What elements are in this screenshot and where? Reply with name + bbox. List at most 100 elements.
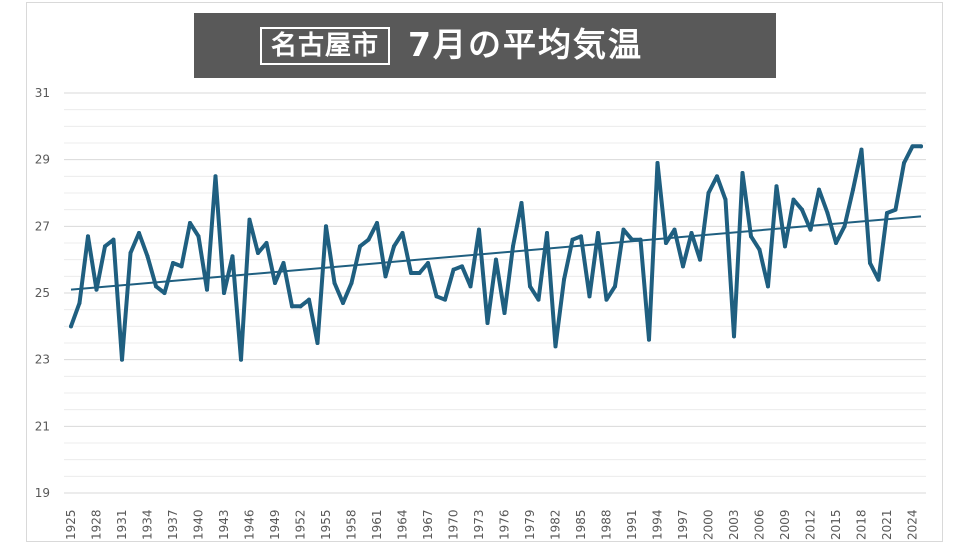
city-label: 名古屋市	[260, 27, 390, 65]
data-points	[69, 144, 923, 362]
x-tick-label: 1931	[115, 509, 129, 540]
data-point	[587, 294, 592, 299]
y-tick-label: 21	[35, 419, 50, 433]
data-point	[621, 227, 626, 232]
data-point	[400, 231, 405, 235]
data-point	[222, 291, 226, 295]
data-point	[655, 161, 660, 165]
data-point	[451, 267, 456, 272]
data-point	[94, 287, 99, 292]
data-point	[570, 237, 575, 242]
data-point	[604, 297, 609, 302]
x-tick-label: 2000	[702, 509, 716, 540]
data-point	[392, 244, 396, 249]
data-point	[460, 264, 464, 269]
data-point	[817, 187, 821, 192]
data-point	[298, 304, 303, 309]
data-point	[434, 294, 439, 299]
data-point	[757, 247, 762, 252]
data-point	[315, 341, 320, 345]
data-point	[919, 144, 923, 149]
data-point	[545, 231, 549, 235]
data-point	[485, 321, 490, 325]
x-tick-label: 2018	[855, 509, 869, 540]
x-tick-label: 1979	[523, 509, 537, 540]
data-point	[128, 251, 133, 255]
data-point	[749, 234, 753, 239]
data-point	[596, 231, 600, 235]
data-point	[332, 281, 337, 285]
data-point	[341, 301, 345, 305]
data-point	[902, 161, 906, 165]
data-point	[324, 224, 328, 229]
x-tick-label: 1925	[64, 509, 78, 540]
data-point	[715, 174, 719, 179]
data-point	[366, 237, 371, 242]
data-point	[179, 264, 184, 269]
data-point	[766, 284, 770, 289]
grid	[64, 92, 926, 494]
x-tick-label: 1994	[651, 509, 665, 540]
x-tick-label: 1991	[625, 509, 639, 540]
x-tick-label: 1997	[676, 509, 690, 540]
x-tick-label: 1934	[141, 509, 155, 540]
data-point	[893, 207, 898, 212]
data-point	[86, 234, 90, 239]
data-point	[664, 241, 668, 245]
chart-title: 7月の平均気温	[408, 25, 643, 64]
data-point	[698, 257, 702, 262]
y-tick-label: 19	[35, 486, 50, 500]
x-tick-label: 1985	[574, 509, 588, 540]
data-point	[477, 227, 481, 232]
x-tick-label: 1952	[294, 509, 308, 540]
data-point	[706, 191, 711, 195]
data-point	[783, 244, 787, 249]
data-point	[205, 287, 209, 292]
data-point	[103, 244, 107, 249]
trend-line	[70, 215, 922, 291]
data-point	[689, 231, 694, 235]
y-tick-label: 25	[35, 286, 50, 300]
data-point	[808, 227, 813, 232]
data-point	[196, 234, 201, 239]
x-tick-label: 1982	[549, 509, 563, 540]
x-tick-label: 2015	[829, 509, 843, 540]
data-point	[256, 251, 260, 255]
data-point	[264, 241, 269, 245]
data-point	[885, 211, 889, 215]
data-point	[417, 271, 422, 275]
x-tick-label: 1946	[243, 509, 257, 540]
data-point	[553, 344, 558, 349]
data-point	[137, 231, 141, 235]
data-point	[638, 237, 643, 242]
x-tick-label: 2006	[753, 509, 767, 540]
data-point	[868, 261, 872, 265]
y-tick-label: 31	[35, 86, 50, 100]
data-point	[281, 261, 286, 265]
data-point	[630, 237, 634, 242]
data-point	[247, 217, 252, 222]
data-point	[273, 281, 277, 285]
data-point	[672, 227, 677, 232]
data-point	[409, 271, 413, 275]
x-axis-ticks: 1925 1928 1931 1934 1937 1940 1943 1946 1949 1952…	[64, 509, 920, 540]
x-tick-label: 1937	[166, 509, 180, 540]
data-point	[349, 281, 354, 285]
x-tick-label: 2009	[778, 509, 792, 540]
data-point	[230, 254, 235, 259]
x-tick-label: 1970	[447, 509, 461, 540]
data-point	[154, 284, 158, 289]
data-point	[876, 277, 881, 282]
data-point	[443, 297, 447, 302]
data-point	[69, 324, 73, 329]
data-point	[358, 244, 362, 249]
x-tick-label: 1943	[217, 509, 231, 540]
data-point	[536, 297, 541, 302]
data-point	[859, 147, 864, 152]
data-point	[383, 274, 388, 279]
data-point	[290, 304, 294, 309]
data-point	[502, 311, 507, 315]
data-point	[613, 284, 617, 289]
x-tick-label: 1976	[498, 509, 512, 540]
data-point	[825, 211, 830, 215]
